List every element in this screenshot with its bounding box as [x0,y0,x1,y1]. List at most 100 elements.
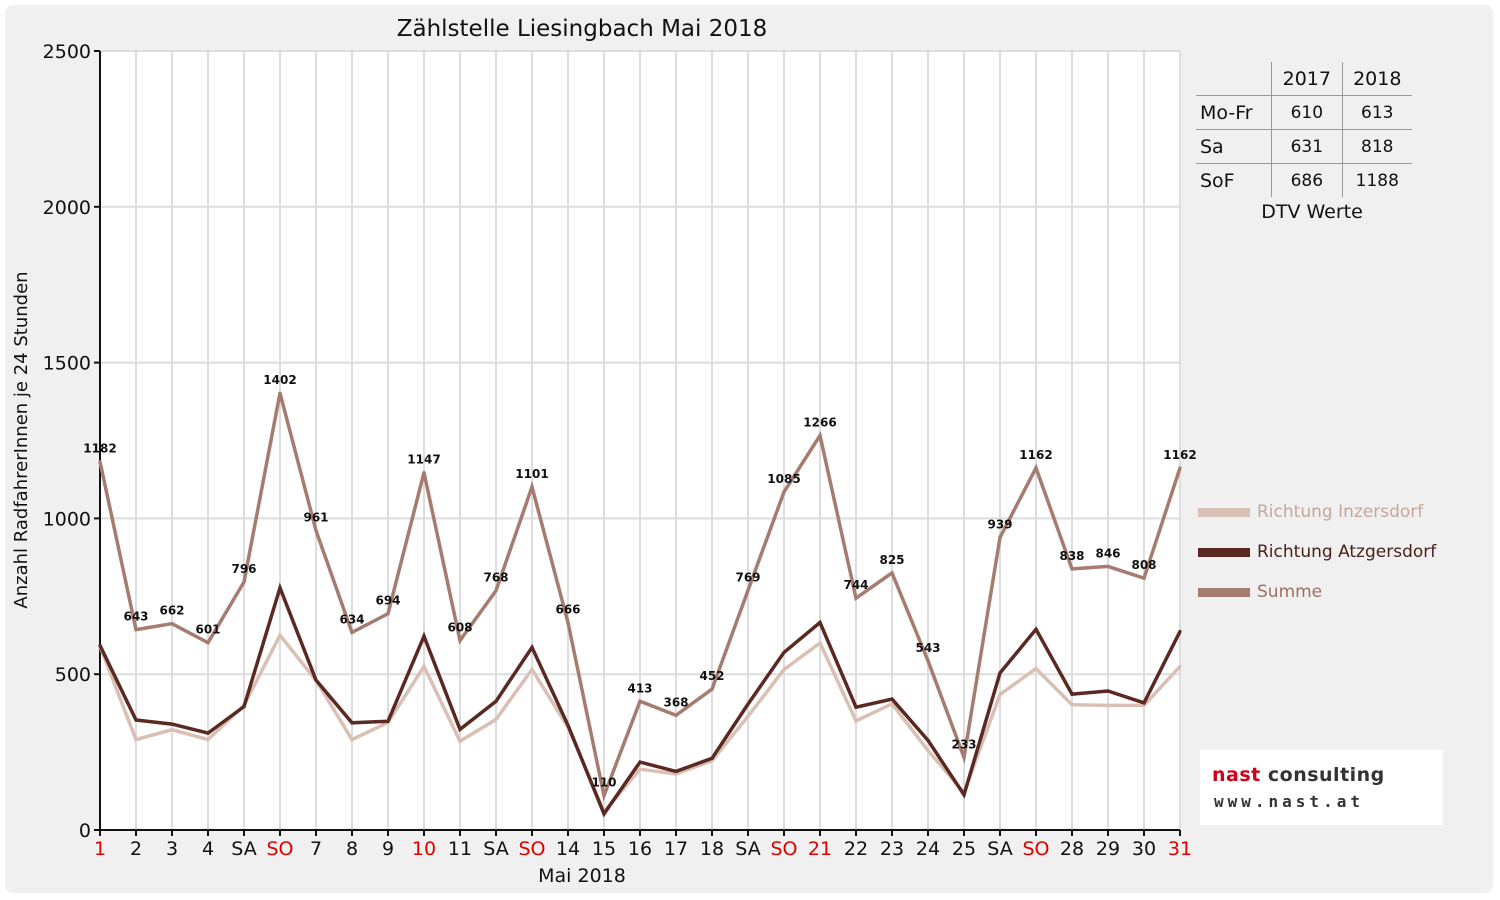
data-point [170,722,174,726]
data-point [782,490,786,494]
data-point [314,528,318,533]
dtv-cell: 610 [1271,95,1343,130]
data-point [890,697,894,701]
dtv-table: 2017 2018 Mo-Fr 610 613 Sa 631 818 SoF 6… [1196,62,1412,223]
data-point [854,596,858,600]
data-point [962,793,966,797]
x-tick-label: 7 [310,838,322,860]
data-point [98,460,102,464]
x-tick-label: SA [483,838,508,860]
data-point [1070,692,1074,696]
data-label: 846 [1095,546,1120,560]
dtv-cell: 818 [1341,129,1412,164]
dtv-header-2017: 2017 [1271,62,1343,96]
x-tick-label: SA [231,838,256,860]
data-point [782,667,786,672]
data-point [458,739,462,743]
data-label: 694 [375,594,400,608]
data-point [1034,666,1038,671]
data-point [674,713,678,717]
data-label: 825 [879,553,904,567]
data-point [926,748,930,753]
x-tick-label: 21 [808,838,832,860]
data-point [1106,564,1110,568]
legend-swatch [1198,507,1250,517]
data-label: 1147 [407,453,440,467]
data-point [134,628,138,632]
legend-item: Richtung Inzersdorf [1198,492,1436,532]
data-point [530,485,534,489]
data-point [1106,689,1110,693]
data-label: 808 [1131,558,1156,572]
x-tick-label: 8 [346,838,358,860]
dtv-cell: 613 [1341,95,1412,130]
x-tick-label: SA [987,838,1012,860]
data-point [998,535,1002,540]
x-tick-label: SA [735,838,760,860]
data-point [350,738,354,742]
data-point [818,641,822,645]
data-point [746,702,750,706]
data-label: 1101 [515,467,548,481]
data-point [1070,567,1074,571]
data-point [746,714,750,718]
data-label: 1162 [1163,448,1196,462]
grid [100,50,1181,830]
x-tick-label: SO [1022,838,1049,860]
data-point [710,756,714,760]
data-label: 768 [483,571,508,585]
data-point [890,702,894,706]
data-label: 939 [987,517,1012,531]
data-point [494,699,498,703]
data-point [242,580,246,584]
dtv-row-label: Mo-Fr [1196,95,1272,130]
data-point [278,633,282,637]
data-label: 1182 [83,442,116,456]
x-tick-label: 10 [412,838,436,860]
data-label: 634 [339,612,364,626]
data-point [818,433,822,438]
x-tick-label: 22 [844,838,868,860]
x-tick-label: SO [770,838,797,860]
data-point [242,705,246,709]
data-point [854,705,858,709]
data-labels: 1182 643 662 601 796 1402 961 634 694 1147 608 768 1… [83,373,1196,790]
x-tick-label: 17 [664,838,688,860]
data-point [458,638,462,643]
data-point [1178,629,1182,634]
data-point [422,470,426,475]
data-point [746,588,750,592]
data-point [1178,466,1182,470]
chart-title: Zählstelle Liesingbach Mai 2018 [397,16,768,42]
dtv-caption: DTV Werte [1261,201,1363,223]
data-point [926,659,930,663]
data-point [494,717,498,721]
data-point [854,719,858,723]
data-point [1142,576,1146,580]
company-logo: nast consulting www.nast.at [1200,750,1443,825]
x-tick-label: 9 [382,838,394,860]
data-label: 643 [123,610,148,624]
y-tick-label: 0 [79,820,91,842]
data-point [998,692,1002,697]
legend-label: Richtung Atzgersdorf [1257,542,1437,562]
data-point [890,571,894,575]
data-point [206,738,210,742]
data-point [1106,703,1110,707]
data-point [602,794,606,798]
data-point [98,643,102,648]
data-point [458,727,462,731]
x-tick-label: 24 [916,838,940,860]
series-lines [98,391,1182,818]
data-point [602,812,606,816]
data-point [638,699,642,703]
legend-item: Summe [1198,572,1436,612]
data-point [206,731,210,735]
legend-label: Richtung Inzersdorf [1257,502,1424,522]
x-tick-label: 18 [700,838,724,860]
dtv-cell: 686 [1271,163,1343,197]
data-point [350,721,354,725]
data-point [1034,627,1038,631]
data-point [926,738,930,742]
